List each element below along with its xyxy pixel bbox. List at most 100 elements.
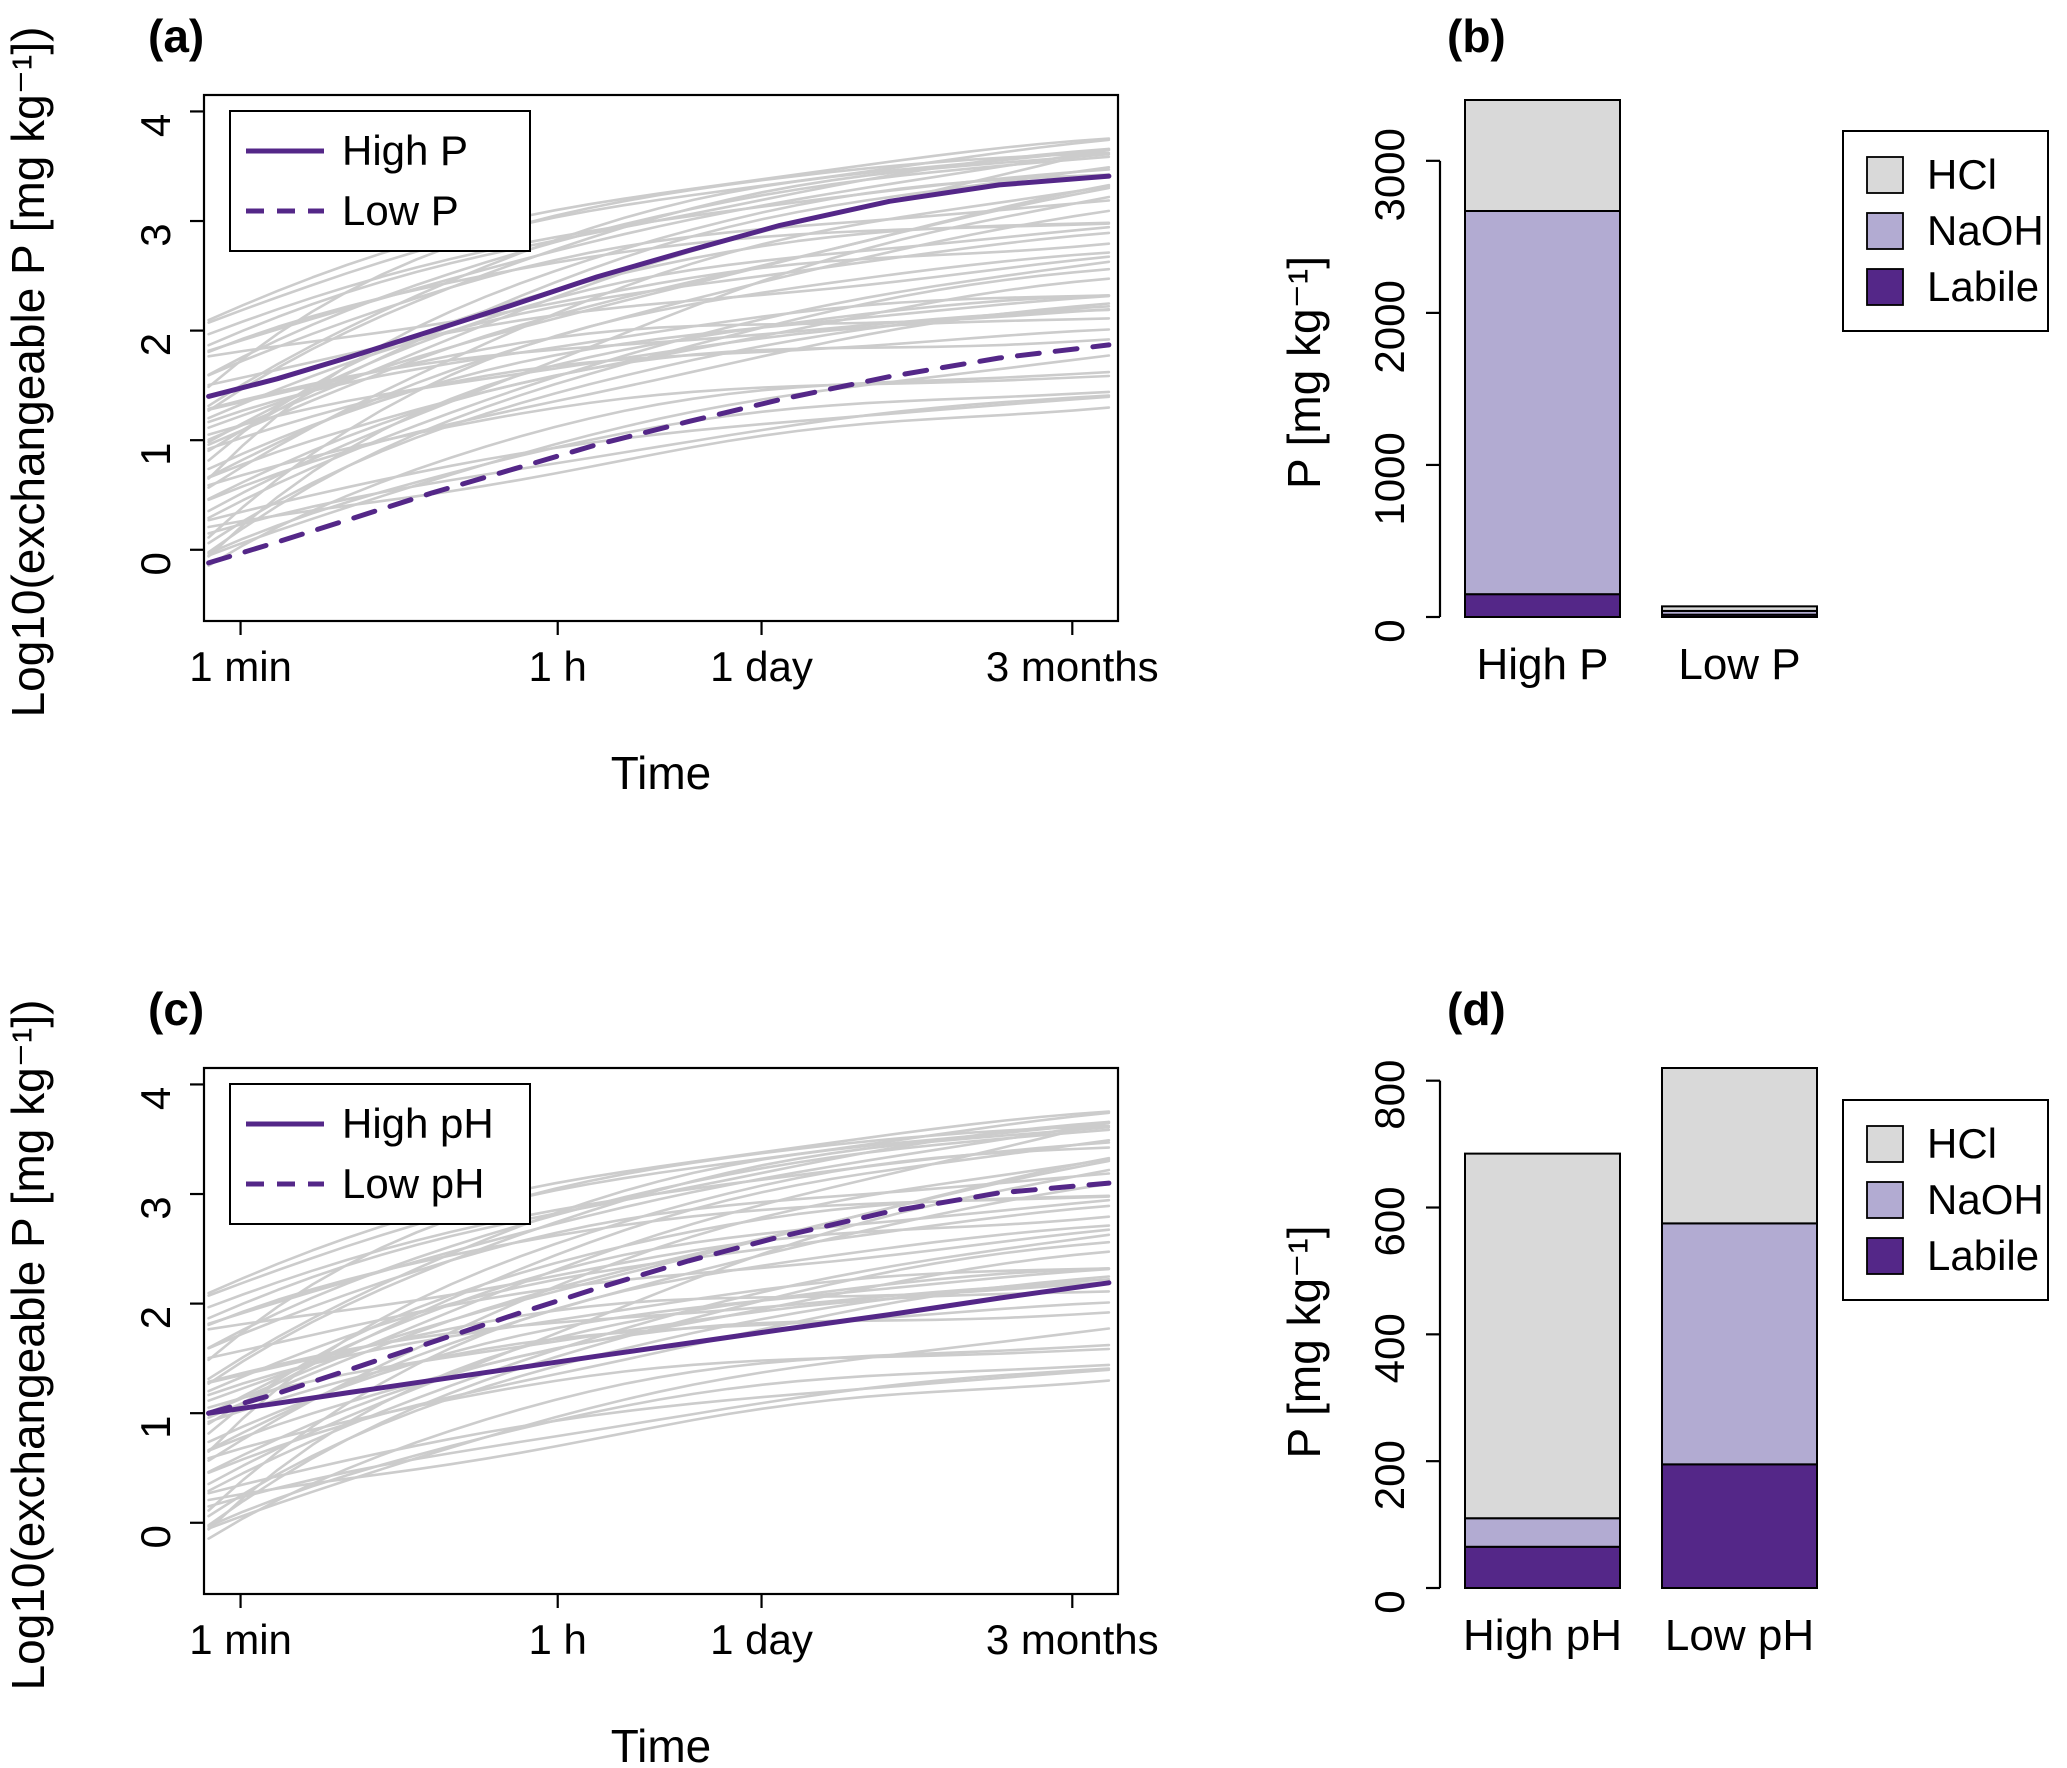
y-tick-label: 400: [1366, 1313, 1413, 1383]
background-line: [207, 1343, 1111, 1540]
background-line: [207, 260, 1111, 520]
legend-label-high-p: High P: [342, 127, 468, 174]
legend-swatch-hcl: [1866, 1125, 1904, 1163]
background-line: [207, 1228, 1111, 1360]
bar-segment-low-p-hcl: [1661, 605, 1818, 612]
background-line: [207, 1215, 1111, 1331]
x-axis-title: Time: [611, 747, 712, 799]
background-line: [207, 1141, 1111, 1309]
background-line: [207, 1347, 1111, 1460]
background-line: [207, 251, 1111, 539]
y-tick-label: 3: [132, 1196, 179, 1219]
legend-label-hcl: HCl: [1927, 151, 1997, 198]
y-tick-label: 4: [132, 114, 179, 137]
panel-tag: (c): [148, 983, 204, 1035]
bar-legend: HCl NaOH Labile: [1842, 130, 2049, 332]
background-line: [207, 168, 1111, 336]
legend-box: [229, 1083, 531, 1225]
legend-box: [229, 110, 531, 252]
bar-segment-high-p-labile: [1464, 593, 1621, 618]
y-tick-label: 1000: [1366, 432, 1413, 525]
bar-legend: HCl NaOH Labile: [1842, 1099, 2049, 1301]
x-tick-label: 1 day: [710, 1616, 813, 1663]
panel-tag: (d): [1447, 983, 1506, 1035]
background-line: [207, 184, 1111, 489]
background-line: [207, 1124, 1111, 1362]
legend-label-hcl: HCl: [1927, 1120, 1997, 1167]
bar-segment-high-p-naoh: [1464, 210, 1621, 596]
y-tick-label: 600: [1366, 1186, 1413, 1256]
bar-category-label-high-p: High P: [1476, 640, 1608, 689]
panel-b-bar-chart: 0 1000 2000 3000 High P Low P P [mg kg⁻¹] (b) HC…: [1278, 10, 2049, 689]
background-line: [207, 294, 1111, 471]
y-tick-label: 3: [132, 223, 179, 246]
y-tick-label: 3000: [1366, 128, 1413, 221]
background-line: [207, 1224, 1111, 1512]
bar-category-label-low-ph: Low pH: [1665, 1611, 1814, 1660]
background-line: [207, 370, 1111, 567]
legend-label-low-p: Low P: [342, 187, 459, 234]
y-tick-label: 0: [132, 1525, 179, 1548]
legend-swatch-hcl: [1866, 156, 1904, 194]
legend-swatch-naoh: [1866, 212, 1904, 250]
legend-label-labile: Labile: [1927, 263, 2039, 310]
y-tick-label: 1: [132, 1416, 179, 1439]
background-line: [207, 199, 1111, 377]
background-line: [207, 222, 1111, 354]
legend-swatch-naoh: [1866, 1181, 1904, 1219]
y-tick-label: 0: [1366, 619, 1413, 642]
background-line: [207, 395, 1111, 522]
legend-label-high-ph: High pH: [342, 1100, 494, 1147]
background-sample-lines: [207, 1110, 1111, 1540]
background-line: [207, 1172, 1111, 1350]
y-tick-label: 4: [132, 1087, 179, 1110]
y-tick-label: 2000: [1366, 280, 1413, 373]
background-line: [207, 1267, 1111, 1444]
background-line: [207, 1120, 1111, 1381]
bar-segment-high-ph-labile: [1464, 1545, 1621, 1590]
panel-d-bar-chart: 0 200 400 600 800 High pH Low pH P [mg kg⁻¹] (d)…: [1278, 983, 2049, 1660]
bar-segment-low-ph-hcl: [1661, 1067, 1818, 1225]
background-line: [207, 195, 1111, 513]
y-tick-label: 0: [1366, 1590, 1413, 1613]
bar-segment-low-ph-labile: [1661, 1463, 1818, 1589]
x-tick-label: 1 min: [189, 643, 292, 690]
y-axis-title: Log10(exchangeable P [mg kg⁻¹]): [2, 1000, 54, 1691]
y-tick-label: 0: [132, 552, 179, 575]
x-tick-label: 1 day: [710, 643, 813, 690]
x-axis-title: Time: [611, 1720, 712, 1768]
background-line: [207, 1157, 1111, 1462]
panel-a-line-chart: 0 1 2 3 4 1 min 1 h 1 day 3 months Time Log10(exch…: [2, 10, 1159, 799]
y-tick-label: 2: [132, 1306, 179, 1329]
background-line: [207, 147, 1111, 408]
background-line: [207, 394, 1111, 535]
background-line: [207, 1379, 1111, 1502]
background-line: [207, 1233, 1111, 1493]
plot-border: [202, 1066, 1120, 1596]
background-line: [207, 1125, 1111, 1385]
line-legend: High P Low P: [229, 110, 531, 252]
background-line: [207, 1367, 1111, 1508]
y-axis-title: P [mg kg⁻¹]: [1278, 1225, 1330, 1458]
background-line: [207, 1111, 1111, 1297]
background-line: [207, 231, 1111, 420]
background-line: [207, 209, 1111, 479]
legend-swatch-labile: [1866, 268, 1904, 306]
background-line: [207, 317, 1111, 436]
panel-tag: (a): [148, 10, 204, 62]
series-line-high-ph: [206, 1280, 1112, 1416]
main-series: [206, 173, 1112, 566]
bar-segment-high-ph-naoh: [1464, 1517, 1621, 1548]
series-line-low-ph: [206, 1180, 1112, 1416]
background-line: [207, 151, 1111, 389]
x-tick-label: 1 min: [189, 1616, 292, 1663]
background-line: [207, 138, 1111, 324]
background-line: [207, 1363, 1111, 1528]
y-tick-label: 200: [1366, 1440, 1413, 1510]
background-line: [207, 152, 1111, 413]
bar-segment-low-ph-naoh: [1661, 1222, 1818, 1466]
background-line: [207, 137, 1111, 322]
bar-segment-high-ph-hcl: [1464, 1152, 1621, 1520]
